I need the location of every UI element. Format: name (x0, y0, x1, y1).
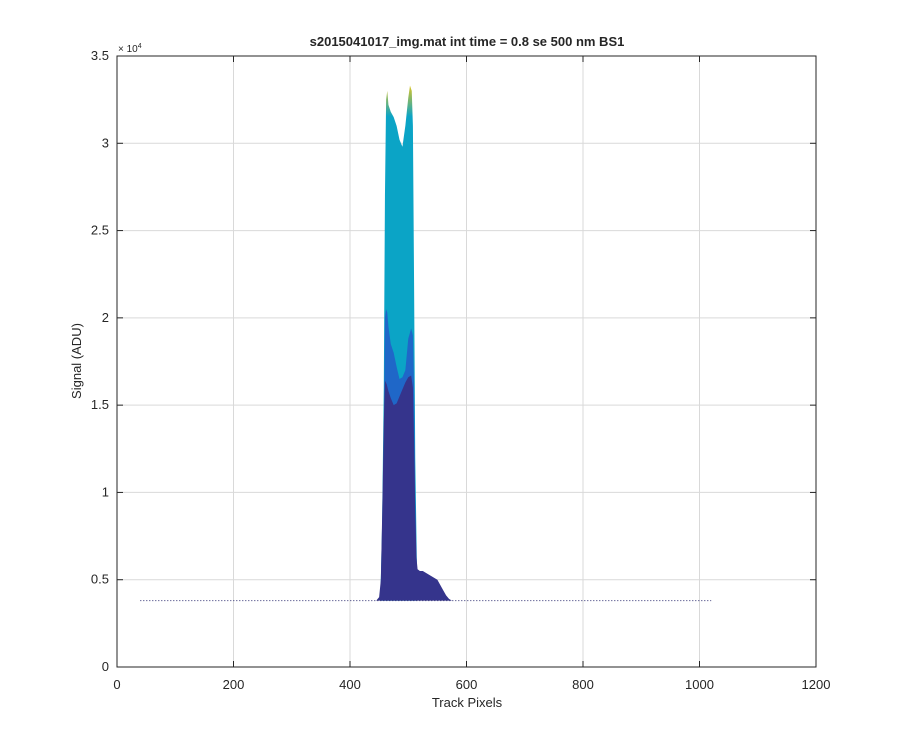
x-tick-label: 1200 (802, 677, 831, 692)
y-axis-exponent-power: 4 (138, 43, 142, 50)
y-tick-label: 1 (102, 484, 109, 499)
y-axis-exponent-base: × 10 (118, 44, 138, 55)
axes (116, 55, 817, 668)
y-axis-exponent: × 104 (118, 43, 142, 55)
x-tick-label: 600 (456, 677, 478, 692)
tick-labels: 0 200 400 600 800 1000 1200 0 0.5 1 1.5 2 2.5 3 3.5 (91, 48, 831, 692)
x-tick-label: 400 (339, 677, 361, 692)
y-tick-label: 3.5 (91, 48, 109, 63)
y-tick-label: 2 (102, 310, 109, 325)
y-axis-label: Signal (ADU) (69, 323, 84, 399)
y-tick-label: 0.5 (91, 572, 109, 587)
x-axis-label: Track Pixels (432, 695, 503, 710)
chart-title: s2015041017_img.mat int time = 0.8 se 50… (310, 34, 625, 49)
x-tick-label: 200 (223, 677, 245, 692)
x-tick-label: 1000 (685, 677, 714, 692)
y-tick-label: 3 (102, 135, 109, 150)
y-tick-label: 1.5 (91, 397, 109, 412)
data-series (140, 85, 712, 602)
y-tick-label: 0 (102, 659, 109, 674)
grid-lines (117, 56, 816, 667)
series-area-3 (376, 375, 458, 601)
y-tick-label: 2.5 (91, 223, 109, 238)
x-tick-label: 0 (113, 677, 120, 692)
x-tick-label: 800 (572, 677, 594, 692)
